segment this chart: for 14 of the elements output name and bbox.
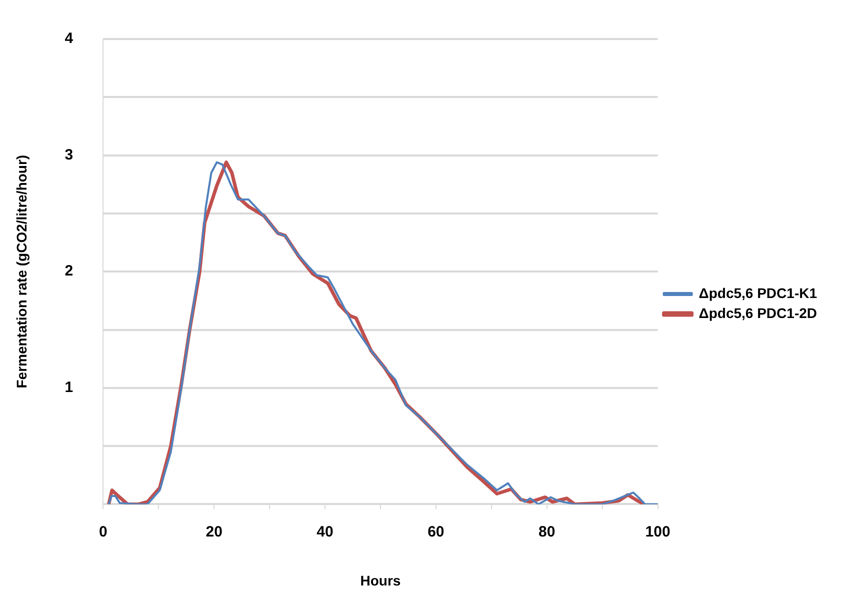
- x-tick-label: 0: [98, 523, 108, 540]
- x-tick-label: 80: [538, 523, 556, 540]
- y-axis-title: Fermentation rate (gCO2/litre/hour): [13, 154, 30, 388]
- legend-label: Δpdc5,6 PDC1-2D: [698, 304, 818, 321]
- legend-label: Δpdc5,6 PDC1-K1: [698, 284, 818, 301]
- x-tick-label: 20: [206, 523, 222, 540]
- x-axis-title: Hours: [360, 572, 401, 588]
- x-tick-label: 60: [428, 523, 444, 540]
- y-tick-label: 3: [64, 146, 74, 164]
- y-tick-label: 1: [64, 379, 74, 396]
- y-tick-label: 4: [64, 30, 74, 48]
- x-tick-label: 100: [645, 523, 670, 540]
- y-tick-label: 2: [64, 262, 74, 280]
- x-tick-label: 40: [316, 523, 334, 540]
